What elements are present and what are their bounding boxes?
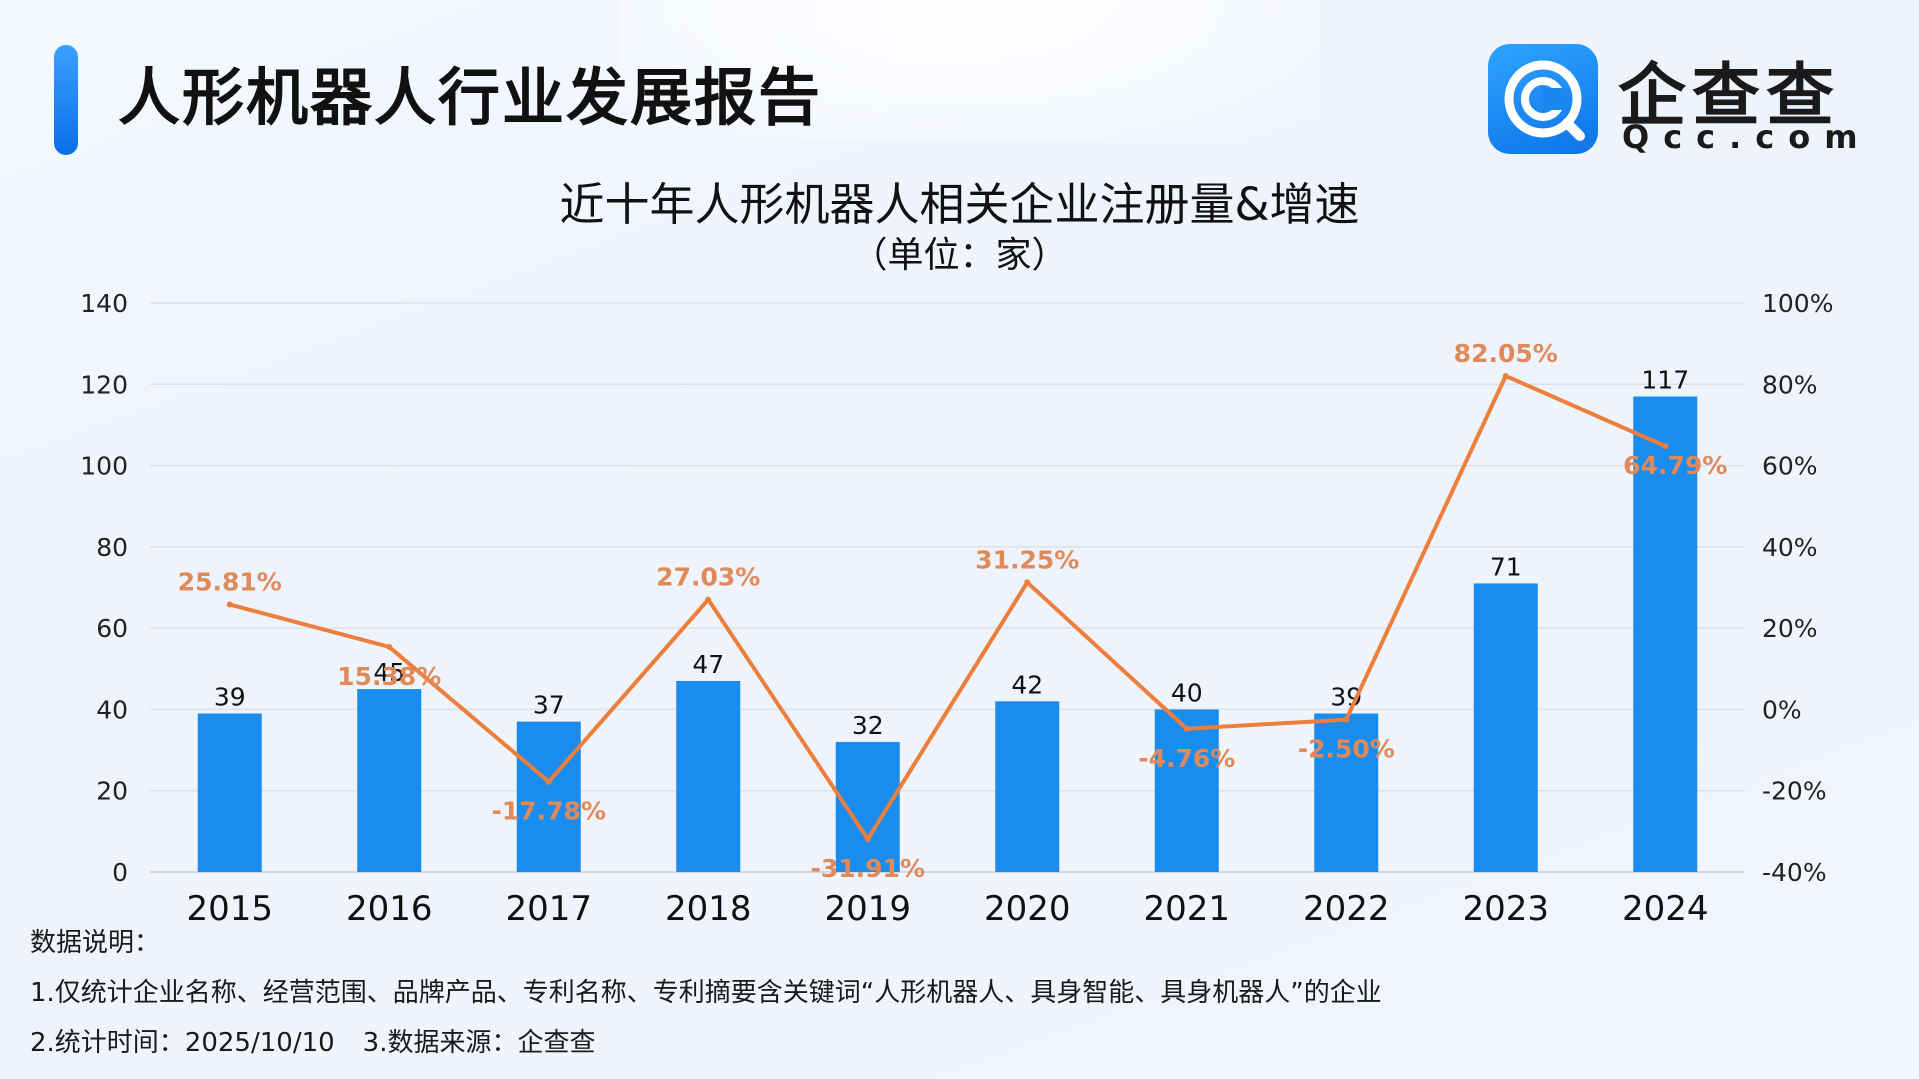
x-tick-label: 2022 (1303, 889, 1390, 929)
bar (1314, 713, 1379, 872)
bar (676, 680, 741, 872)
bar-value-label: 42 (1011, 670, 1043, 699)
bar-value-label: 117 (1641, 365, 1689, 394)
bar-value-label: 39 (214, 682, 246, 711)
bar (1473, 583, 1538, 872)
y-left-tick-label: 40 (96, 695, 128, 724)
y-left-tick-label: 140 (80, 289, 128, 318)
growth-point (545, 778, 552, 785)
x-tick-label: 2018 (665, 889, 752, 929)
growth-point (1662, 443, 1669, 450)
growth-value-label: 64.79% (1623, 451, 1727, 480)
x-tick-label: 2017 (505, 889, 592, 929)
x-tick-label: 2015 (186, 889, 273, 929)
logo-domain: Qcc.com (1622, 118, 1872, 156)
title-accent-bar (54, 45, 78, 155)
growth-value-label: -2.50% (1298, 735, 1395, 764)
bar-value-label: 40 (1171, 678, 1203, 707)
chart-subtitle: （单位：家） (851, 235, 1068, 276)
bar (357, 689, 422, 872)
bar-value-label: 45 (373, 658, 405, 687)
y-right-tick-label: 0% (1762, 695, 1802, 724)
y-right-tick-label: 60% (1762, 452, 1818, 481)
notes-stat-time: 2.统计时间：2025/10/10 (30, 1028, 335, 1058)
report-title: 人形机器人行业发展报告 (118, 61, 823, 134)
growth-value-label: 25.81% (178, 568, 282, 597)
growth-point (1502, 372, 1509, 379)
growth-value-label: 31.25% (975, 545, 1079, 574)
notes-line-1: 1.仅统计企业名称、经营范围、品牌产品、专利名称、专利摘要含关键词“人形机器人、… (30, 978, 1382, 1008)
x-tick-label: 2023 (1462, 889, 1549, 929)
x-tick-label: 2020 (984, 889, 1071, 929)
y-left-tick-label: 20 (96, 777, 128, 806)
qcc-logo: 企查查 Qcc.com (1488, 44, 1868, 156)
growth-value-label: 82.05% (1454, 339, 1558, 368)
x-tick-label: 2024 (1622, 889, 1709, 929)
notes-line-2: 2.统计时间：2025/10/10 3.数据来源：企查查 (30, 1018, 1382, 1068)
y-right-tick-label: 100% (1762, 289, 1833, 318)
bar (197, 713, 262, 872)
y-left-tick-label: 0 (112, 858, 128, 887)
x-tick-label: 2021 (1143, 889, 1230, 929)
y-right-tick-label: 80% (1762, 370, 1818, 399)
bar-value-label: 71 (1490, 552, 1522, 581)
growth-value-label: -4.76% (1138, 744, 1235, 773)
y-right-tick-label: 40% (1762, 533, 1818, 562)
growth-point (1343, 716, 1350, 723)
qcc-logo-icon (1488, 44, 1598, 154)
y-left-tick-label: 80 (96, 533, 128, 562)
y-right-tick-label: 20% (1762, 614, 1818, 643)
growth-value-label: -31.91% (810, 854, 925, 883)
growth-point (386, 643, 393, 650)
growth-point (705, 596, 712, 603)
growth-value-label: -17.78% (491, 797, 606, 826)
notes-heading: 数据说明： (30, 928, 161, 958)
x-tick-label: 2016 (346, 889, 433, 929)
growth-line (229, 373, 1667, 842)
notes-source: 3.数据来源：企查查 (362, 1028, 596, 1058)
growth-value-label: 27.03% (656, 563, 760, 592)
chart-title: 近十年人形机器人相关企业注册量&增速 (559, 178, 1360, 231)
bar (1154, 709, 1219, 872)
y-right-tick-label: -40% (1762, 858, 1827, 887)
bar (1633, 396, 1698, 872)
growth-point (1024, 579, 1031, 586)
y-left-tick-label: 100 (80, 452, 128, 481)
growth-point (1183, 725, 1190, 732)
growth-point (226, 601, 233, 608)
growth-value-label: 15.38% (337, 662, 441, 691)
x-tick-label: 2019 (824, 889, 911, 929)
data-notes: 数据说明： 1.仅统计企业名称、经营范围、品牌产品、专利名称、专利摘要含关键词“… (30, 918, 1382, 1068)
y-left-tick-label: 60 (96, 614, 128, 643)
bar (995, 701, 1060, 872)
bar-value-label: 47 (692, 650, 724, 679)
bar (516, 721, 581, 872)
y-right-tick-label: -20% (1762, 777, 1827, 806)
bar-value-label: 32 (852, 711, 884, 740)
growth-point (864, 836, 871, 843)
bar-value-label: 37 (533, 691, 565, 720)
logo-name: 企查查 (1618, 57, 1841, 136)
y-left-tick-label: 120 (80, 370, 128, 399)
